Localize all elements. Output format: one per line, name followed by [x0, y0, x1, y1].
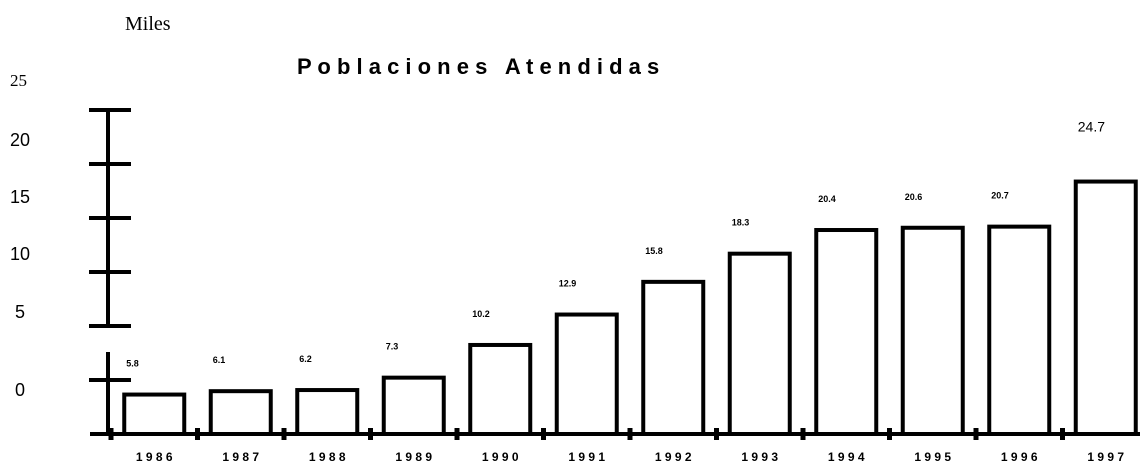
y-tick-label: 5 — [15, 302, 25, 322]
y-tick-label: 25 — [10, 71, 27, 90]
x-tick-label: 1 9 8 7 — [222, 450, 259, 464]
bar — [554, 312, 619, 436]
bar — [122, 392, 187, 436]
value-label: 7.3 — [386, 342, 399, 352]
y-tick-label: 15 — [10, 187, 30, 207]
x-tick-label: 1 9 9 3 — [741, 450, 778, 464]
value-label: 10.2 — [472, 309, 490, 319]
y-tick-labels: 25 20 15 10 5 0 — [10, 71, 30, 400]
value-label: 15.8 — [645, 246, 663, 256]
bar — [727, 251, 792, 436]
y-tick-label: 20 — [10, 130, 30, 150]
x-axis — [90, 428, 1140, 440]
value-label: 20.4 — [818, 194, 836, 204]
bar — [900, 225, 965, 436]
value-label: 5.8 — [126, 359, 139, 369]
x-tick-label: 1 9 9 0 — [482, 450, 519, 464]
bar — [1073, 179, 1138, 436]
x-tick-label: 1 9 9 6 — [1001, 450, 1038, 464]
y-tick-label: 10 — [10, 244, 30, 264]
value-label: 20.6 — [905, 192, 923, 202]
x-tick-label: 1 9 9 4 — [828, 450, 865, 464]
value-label: 24.7 — [1078, 119, 1105, 135]
x-tick-labels: 1 9 8 6 1 9 8 7 1 9 8 8 1 9 8 9 1 9 9 0 1 9 9… — [136, 450, 1125, 464]
value-label: 20.7 — [991, 191, 1009, 201]
x-tick-label: 1 9 9 7 — [1087, 450, 1124, 464]
bar — [295, 388, 360, 436]
bars — [122, 179, 1138, 437]
bar — [468, 342, 533, 437]
x-tick-label: 1 9 8 8 — [309, 450, 346, 464]
x-tick-label: 1 9 9 2 — [655, 450, 692, 464]
y-tick-label: 0 — [15, 380, 25, 400]
x-tick-label: 1 9 9 1 — [568, 450, 605, 464]
value-label: 6.1 — [213, 355, 226, 365]
value-label: 12.9 — [559, 279, 577, 289]
chart-title: P o b l a c i o n e s A t e n d i d a s — [297, 54, 659, 79]
bar — [641, 279, 706, 437]
unit-label: Miles — [125, 13, 171, 35]
value-labels: 5.8 6.1 6.2 7.3 10.2 12.9 15.8 18.3 20.4 20.6 20.7… — [126, 119, 1105, 369]
x-tick-label: 1 9 8 6 — [136, 450, 173, 464]
value-label: 18.3 — [732, 218, 750, 228]
value-label: 6.2 — [299, 354, 312, 364]
x-tick-label: 1 9 8 9 — [395, 450, 432, 464]
bar — [814, 228, 879, 436]
x-tick-label: 1 9 9 5 — [914, 450, 951, 464]
bar — [987, 224, 1052, 436]
bar — [208, 389, 273, 437]
y-axis — [89, 108, 131, 432]
bar — [381, 375, 446, 436]
